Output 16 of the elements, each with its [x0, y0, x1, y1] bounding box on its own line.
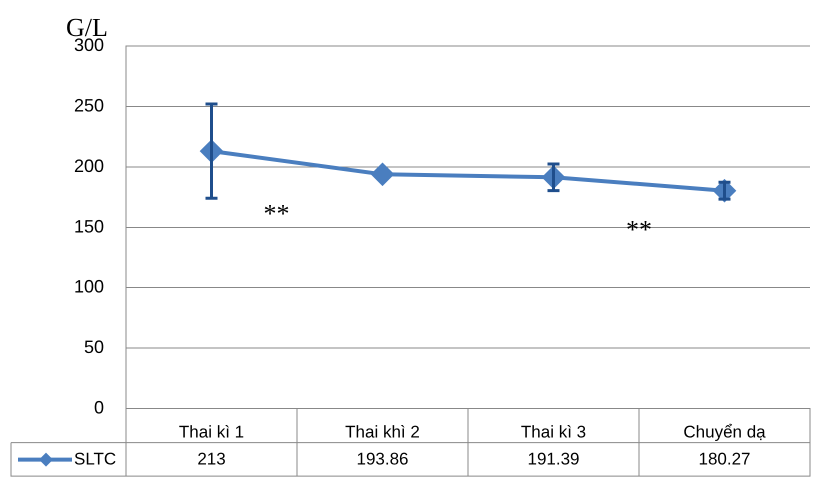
y-tick-label: 250: [74, 95, 104, 116]
y-tick-label: 100: [74, 276, 104, 297]
data-label: 213: [197, 449, 226, 468]
annotation: **: [626, 214, 652, 244]
y-tick-label: 50: [84, 337, 104, 358]
y-tick-label: 0: [94, 398, 104, 418]
y-tick-label: 150: [74, 216, 104, 236]
x-tick-label: Thai kì 3: [520, 422, 586, 442]
data-label: 180.27: [698, 449, 750, 468]
x-tick-label: Thai kì 1: [178, 422, 244, 442]
data-label: 191.39: [528, 449, 580, 468]
x-tick-label: Thai khì 2: [345, 422, 420, 442]
x-tick-label: Chuyển dạ: [683, 422, 766, 442]
data-label: 193.86: [356, 449, 408, 468]
y-tick-label: 200: [74, 156, 104, 176]
annotation: **: [263, 199, 290, 228]
